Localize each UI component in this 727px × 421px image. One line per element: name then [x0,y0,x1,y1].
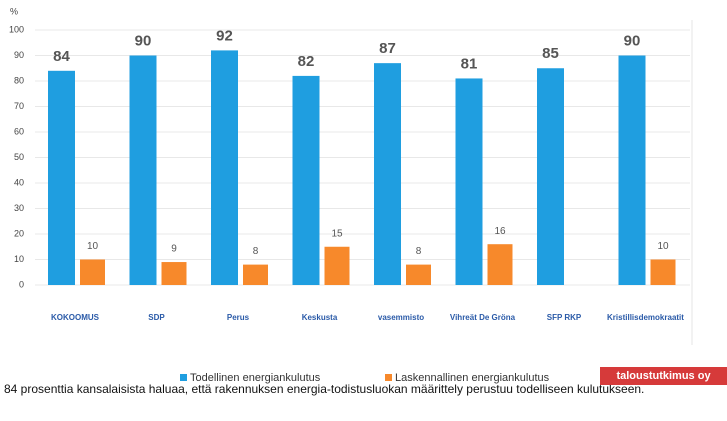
legend-swatch [385,374,392,381]
y-tick-label: 70 [14,101,24,111]
y-tick-label: 90 [14,50,24,60]
bar [324,246,350,285]
x-tick-label: KOKOOMUS [51,313,100,322]
bar [650,259,676,285]
bar [292,75,320,286]
data-label: 8 [253,246,259,257]
data-label: 82 [298,53,315,70]
y-unit: % [10,6,18,16]
x-tick-label: Keskusta [302,313,338,322]
x-tick-label: SFP RKP [547,313,582,322]
y-tick-label: 10 [14,254,24,264]
x-tick-label: Vihreät De Gröna [450,313,516,322]
data-label: 8 [416,246,422,257]
bar [129,55,157,285]
y-tick-label: 30 [14,203,24,213]
bar [243,264,268,285]
data-label: 16 [494,226,506,237]
data-label: 10 [657,241,669,252]
bar [618,55,646,285]
bar [80,259,105,285]
x-tick-label: Perus [227,313,250,322]
bar [487,244,513,285]
y-tick-label: 50 [14,152,24,162]
bar [161,262,187,285]
data-label: 10 [87,241,99,252]
y-tick-label: 40 [14,177,24,187]
data-label: 81 [461,55,478,72]
x-tick-label: vasemmisto [378,313,424,322]
data-label: 15 [331,228,343,239]
bar [48,70,75,285]
legend-swatch [180,374,187,381]
data-label: 85 [542,45,559,62]
y-tick-label: 100 [9,24,24,34]
bar [211,50,238,286]
bar [406,264,431,285]
x-tick-label: Kristillisdemokraatit [607,313,684,322]
data-label: 87 [379,40,396,57]
bar [537,68,564,285]
x-tick-label: SDP [148,313,165,322]
y-tick-label: 80 [14,75,24,85]
data-label: 90 [624,32,641,49]
legend-label: Laskennallinen energiankulutus [395,372,550,384]
y-tick-label: 60 [14,126,24,136]
data-label: 92 [216,27,233,44]
bar [455,78,483,285]
data-label: 90 [135,32,152,49]
bar [374,63,401,286]
badge: taloustutkimus oy [600,367,727,385]
data-label: 84 [53,48,70,65]
data-label: 9 [171,244,177,255]
legend-label: Todellinen energiankulutus [190,372,321,384]
y-tick-label: 0 [19,279,24,289]
caption: 84 prosenttia kansalaisista haluaa, että… [4,382,645,396]
y-tick-label: 20 [14,228,24,238]
